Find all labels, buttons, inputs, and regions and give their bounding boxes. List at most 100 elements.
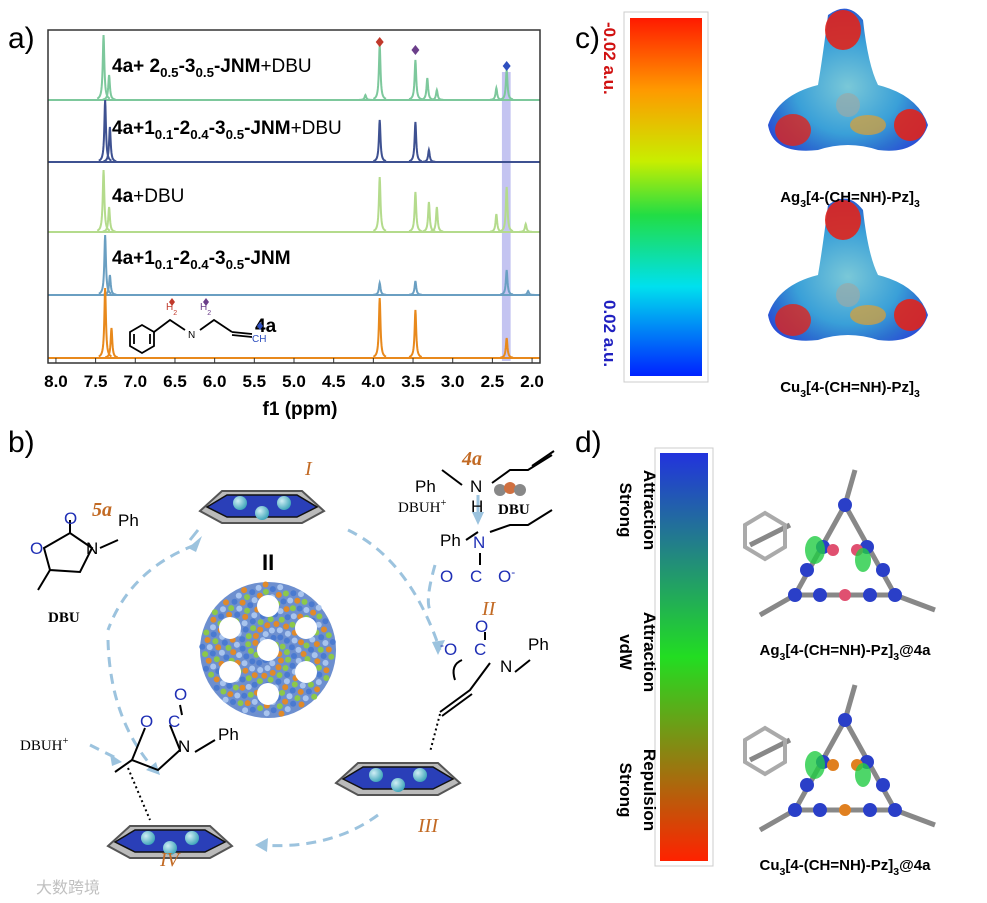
peak <box>96 169 111 232</box>
compound-label: 5a <box>92 499 112 521</box>
atom <box>283 678 290 685</box>
atom <box>225 644 232 651</box>
atom <box>249 618 256 625</box>
atom: O <box>475 617 488 636</box>
nci-models <box>743 469 936 833</box>
atom <box>226 611 233 618</box>
atom <box>800 778 814 792</box>
scale-label: Attraction <box>640 612 659 692</box>
text-run: -JNM <box>214 56 260 77</box>
atom <box>311 693 318 700</box>
pore <box>257 595 279 617</box>
trace-label: 4a <box>255 316 277 337</box>
atom <box>290 590 297 597</box>
atom <box>317 646 324 653</box>
center <box>836 93 860 117</box>
atom <box>322 640 329 646</box>
model <box>743 469 936 618</box>
trace-label: 4a+10.1-20.4-30.5-JNM <box>112 248 291 272</box>
atom <box>247 691 254 698</box>
atom <box>251 597 258 604</box>
peak <box>408 280 422 296</box>
peak <box>102 74 116 101</box>
trace-label: 4a+10.1-20.4-30.5-JNM+DBU <box>112 118 342 142</box>
nmr-panel: 4a+ 20.5-30.5-JNM+DBU4a+10.1-20.4-30.5-J… <box>44 29 544 420</box>
text-run: -JNM <box>244 118 290 139</box>
atom: O <box>30 539 43 558</box>
atom: C <box>168 712 180 731</box>
atom <box>284 706 291 713</box>
atom <box>227 691 234 698</box>
text-run: Ag <box>780 189 800 206</box>
atom <box>210 616 217 623</box>
text-run: - <box>440 638 444 652</box>
atom <box>322 659 329 666</box>
atom <box>325 646 332 653</box>
atom <box>241 620 248 627</box>
atom <box>314 686 321 693</box>
atom <box>285 656 291 663</box>
text-run: H <box>166 302 173 313</box>
atom <box>242 707 249 714</box>
peak-marker <box>375 37 384 47</box>
text-run: -JNM <box>244 248 290 269</box>
atom <box>249 665 256 672</box>
atom <box>289 662 296 669</box>
atom <box>310 609 317 616</box>
caption: Cu3[4-(CH=NH)-Pz]3@4a <box>760 857 932 878</box>
atom <box>219 680 226 687</box>
atom <box>287 597 294 604</box>
peak <box>500 269 514 296</box>
peak <box>373 279 387 296</box>
nci-surface <box>855 763 871 787</box>
esp-map <box>768 8 928 151</box>
atom <box>323 667 330 674</box>
atom <box>289 687 296 694</box>
structure-5a <box>37 520 119 591</box>
text-run: - <box>511 565 515 579</box>
watermark: 大数跨境 <box>36 878 100 897</box>
atom <box>270 634 277 641</box>
x-tick-label: 6.5 <box>163 372 187 391</box>
atom <box>268 627 275 634</box>
atom <box>249 589 256 596</box>
text-run: 3 <box>780 866 786 878</box>
atom <box>244 607 251 614</box>
scale-label: Strong <box>616 483 635 538</box>
atom <box>304 656 311 662</box>
atom: N <box>470 477 482 496</box>
text-run: -3 <box>209 118 226 139</box>
chain <box>153 318 253 338</box>
metal <box>141 831 155 845</box>
metal <box>185 831 199 845</box>
atom <box>283 637 290 644</box>
atom <box>314 658 321 665</box>
atom <box>276 703 283 710</box>
spectrum <box>48 99 540 163</box>
atom <box>280 598 287 605</box>
peak <box>422 201 436 233</box>
atom <box>316 671 323 678</box>
atom <box>241 692 248 699</box>
atom <box>233 641 240 648</box>
atom <box>264 622 271 629</box>
esp-map <box>768 198 928 341</box>
peak <box>408 59 423 101</box>
peak <box>500 186 514 232</box>
atom <box>300 651 307 657</box>
atom <box>218 613 225 620</box>
metal <box>839 589 851 601</box>
scale-label: Attraction <box>640 470 659 550</box>
atom <box>289 605 296 612</box>
atom <box>294 597 301 604</box>
peak-marker <box>502 61 511 71</box>
atom <box>245 633 252 640</box>
x-tick-label: 6.0 <box>203 372 227 391</box>
atom <box>286 693 293 700</box>
esp-maps <box>768 8 928 341</box>
atom <box>262 588 269 595</box>
text-run: 3 <box>800 388 806 400</box>
text-run: Cu <box>780 379 800 396</box>
reagent: DBU <box>498 502 530 518</box>
spectrum <box>48 234 540 296</box>
